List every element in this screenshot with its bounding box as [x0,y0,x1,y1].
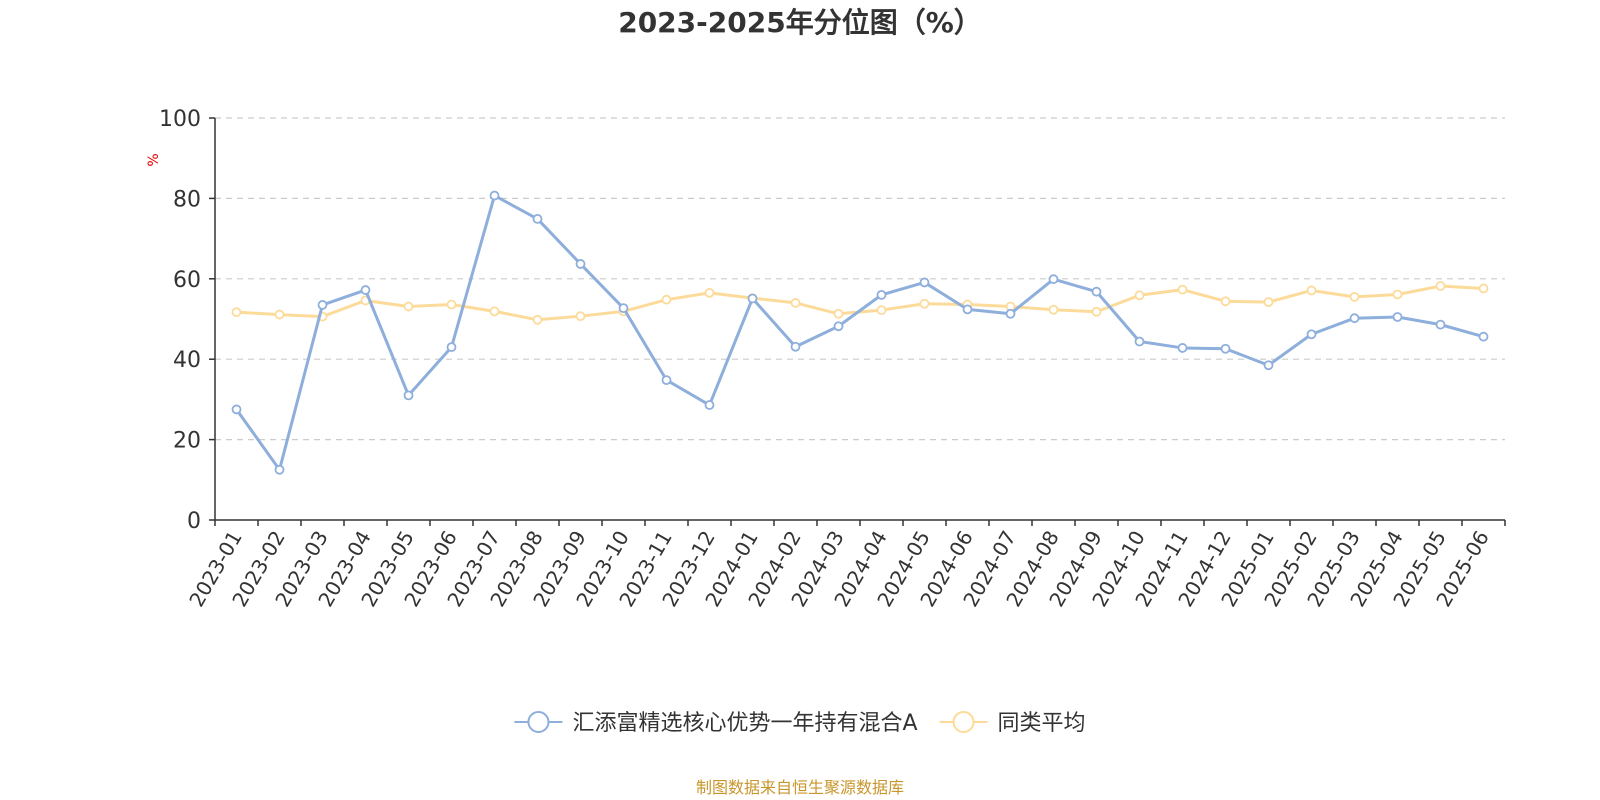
data-point[interactable] [575,259,586,269]
legend-item[interactable]: 同类平均 [939,711,1086,736]
axes [214,118,1505,521]
series-group [231,190,1489,475]
data-point[interactable] [446,299,457,310]
y-tick-label: 0 [187,509,201,534]
data-point[interactable] [1392,312,1403,322]
y-tick-label: 80 [173,187,201,212]
data-point[interactable] [790,341,801,352]
data-point[interactable] [1349,291,1360,302]
data-point[interactable] [1392,289,1403,300]
data-point[interactable] [876,305,887,316]
data-point[interactable] [1091,306,1102,317]
y-axis-unit-label: % [146,153,162,166]
data-point[interactable] [1220,343,1231,354]
data-point[interactable] [833,321,844,332]
series-line [235,194,1484,472]
data-point[interactable] [833,308,844,319]
data-point[interactable] [1435,281,1446,291]
data-point[interactable] [790,298,801,308]
source-note: 制图数据来自恒生聚源数据库 [696,778,904,797]
data-point[interactable] [1048,274,1059,285]
data-point[interactable] [919,298,930,309]
data-point[interactable] [1306,329,1317,340]
data-point[interactable] [1263,360,1274,371]
data-point[interactable] [962,304,973,315]
data-point[interactable] [618,303,629,314]
data-point[interactable] [1306,285,1317,296]
data-point[interactable] [489,306,500,317]
data-point[interactable] [1005,308,1016,319]
data-point[interactable] [1349,313,1360,324]
data-point[interactable] [747,293,758,304]
y-tick-label: 60 [173,268,201,293]
data-point[interactable] [919,277,930,288]
legend-marker-icon [527,711,550,733]
data-point[interactable] [1220,296,1231,307]
y-tick-label: 100 [159,107,201,132]
y-tick-label: 20 [173,429,201,454]
data-point[interactable] [1478,331,1489,342]
data-point[interactable] [661,294,672,305]
data-point[interactable] [1435,319,1446,330]
series-lines [231,190,1489,475]
data-point[interactable] [876,289,887,300]
series-group [231,281,1489,325]
data-point[interactable] [274,464,285,475]
legend-label: 同类平均 [998,711,1086,736]
data-point[interactable] [403,390,414,401]
data-point[interactable] [1048,304,1059,315]
data-point[interactable] [575,311,586,322]
legend[interactable]: 汇添富精选核心优势一年持有混合A 同类平均 [514,711,1086,736]
grid-lines [215,117,1505,441]
y-tick-label: 40 [173,348,201,373]
y-axis-ticks: 0 20 40 60 80 100 [159,107,215,534]
data-point[interactable] [489,190,500,201]
data-point[interactable] [231,404,242,415]
legend-item[interactable]: 汇添富精选核心优势一年持有混合A [514,711,918,736]
data-point[interactable] [403,301,414,312]
data-point[interactable] [704,400,715,410]
data-point[interactable] [360,285,371,295]
data-point[interactable] [231,307,242,318]
data-point[interactable] [704,287,715,298]
data-point[interactable] [1134,290,1145,301]
data-point[interactable] [661,375,672,386]
data-point[interactable] [1177,343,1188,353]
data-point[interactable] [274,309,285,320]
data-point[interactable] [1134,336,1145,347]
legend-label: 汇添富精选核心优势一年持有混合A [572,711,917,736]
data-point[interactable] [1091,286,1102,297]
data-point[interactable] [1263,297,1274,308]
x-axis-ticks: 2023-012023-022023-032023-042023-052023-… [184,520,1506,611]
data-point[interactable] [532,314,543,325]
chart-title: 2023-2025年分位图（%） [618,6,982,39]
data-point[interactable] [1177,284,1188,295]
legend-marker-icon [952,711,975,733]
data-point[interactable] [317,300,328,310]
data-point[interactable] [446,342,457,353]
series-line [236,284,1484,322]
data-point[interactable] [1478,283,1489,294]
data-point[interactable] [532,214,543,224]
